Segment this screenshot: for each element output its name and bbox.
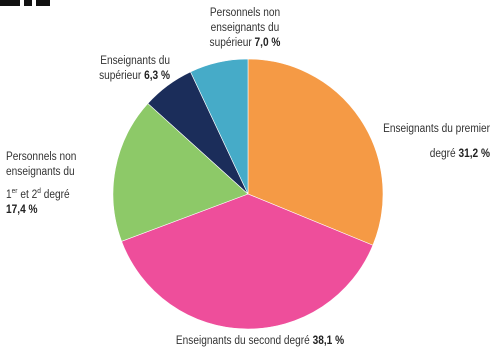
slice-label-second: Enseignants du second degré 38,1 % [154,334,365,349]
slice-label-line: enseignants du [210,22,280,34]
slice-label-line: degré [429,148,456,160]
slice-value-label: 38,1 % [312,335,345,347]
slice-value-label: 6,3 % [144,70,170,82]
slice-label-line: enseignants du [6,166,75,178]
title-fragment [0,0,60,6]
slice-label-pnonenssup: Personnels non enseignants du supérieur … [192,6,298,51]
pie-slice-pnonens12 [112,103,249,242]
slice-label-line: 1 [6,189,12,201]
title-fragment-mark [24,0,32,6]
slice-label-pnonens12: Personnels non enseignants du 1er et 2d … [6,150,103,218]
slice-value-label: 7,0 % [254,37,281,49]
slice-label-line: degré [40,189,70,201]
slice-label-line: Enseignants du premier [383,123,490,135]
slice-label-line: Enseignants du second degré [175,335,310,347]
slice-label-premier: Enseignants du premier degré 31,2 % [358,122,490,162]
pie-slices [112,58,384,330]
slice-value-label: 17,4 % [6,204,38,216]
slice-label-line: Personnels non [6,151,77,163]
title-fragment-mark [36,0,50,6]
title-fragment-mark [0,0,20,6]
superscript: d [37,186,41,196]
pie-slice-pnonenssup [190,58,249,195]
pie-slice-premier [247,58,384,246]
superscript: er [11,186,18,196]
slice-label-line: supérieur [209,37,252,49]
pie-slice-second [121,193,374,330]
slice-label-line: Personnels non [209,7,281,19]
slice-value-label: 31,2 % [458,148,490,160]
slice-label-line: Enseignants du [100,55,170,67]
slice-label-line: et 2 [17,189,38,201]
slice-label-sup: Enseignants du supérieur 6,3 % [73,54,170,84]
slice-label-line: supérieur [99,70,142,82]
